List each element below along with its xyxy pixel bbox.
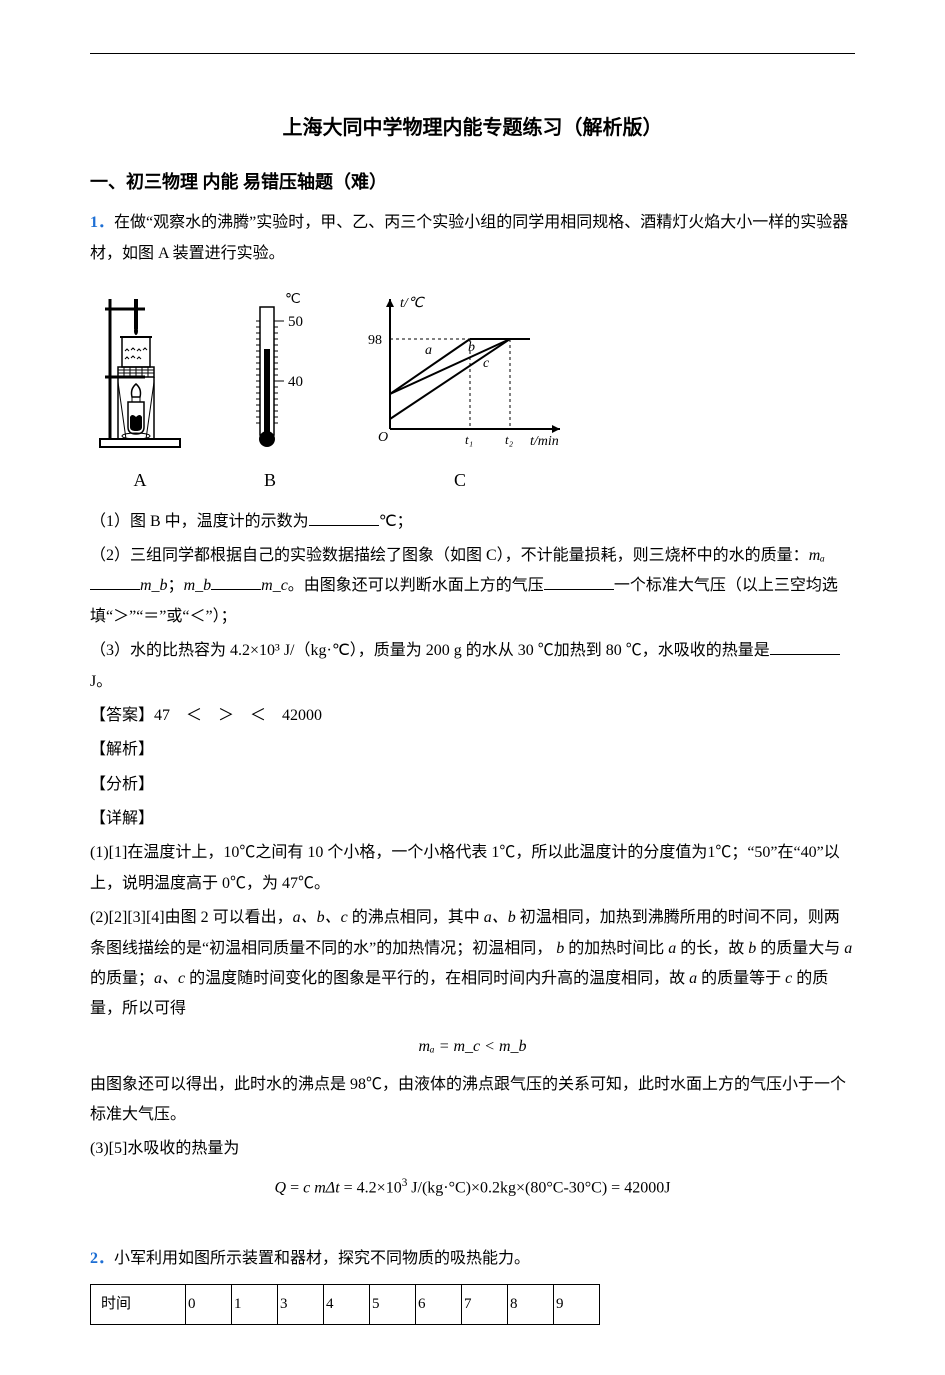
q1-detail-label: 【详解】: [90, 804, 855, 834]
q1-intro-text: 在做“观察水的沸腾”实验时，甲、乙、丙三个实验小组的同学用相同规格、酒精灯火焰大…: [90, 214, 848, 261]
chart-icon: t/℃ t/min O 98 a b c t₁ t₂: [350, 289, 570, 449]
blank2: [90, 574, 140, 590]
q1-intro: 1．在做“观察水的沸腾”实验时，甲、乙、丙三个实验小组的同学用相同规格、酒精灯火…: [90, 208, 855, 269]
line-b-label: b: [468, 340, 475, 355]
top-divider: [90, 53, 855, 54]
blank5: [770, 639, 840, 655]
figure-b: ℃: [230, 289, 310, 496]
figure-c: t/℃ t/min O 98 a b c t₁ t₂ C: [350, 289, 570, 496]
page-title: 上海大同中学物理内能专题练习（解析版）: [90, 110, 855, 146]
table-cell: 9: [554, 1285, 600, 1325]
formula1: mₐ = m_c < m_b: [90, 1033, 855, 1062]
figure-row: A ℃: [90, 289, 855, 496]
q1-answer: 【答案】47 ＜ ＞ ＜ 42000: [90, 701, 855, 731]
section-heading: 一、初三物理 内能 易错压轴题（难）: [90, 166, 855, 198]
figure-a: A: [90, 289, 190, 496]
t1-label: t₁: [465, 432, 473, 447]
y-axis-label: t/℃: [400, 296, 426, 311]
q1-detail3: 由图象还可以得出，此时水的沸点是 98℃，由液体的沸点跟气压的关系可知，此时水面…: [90, 1070, 855, 1131]
mark-40: 40: [288, 374, 303, 390]
boil-label: 98: [368, 333, 382, 348]
blank3: [211, 574, 261, 590]
figure-a-label: A: [134, 464, 147, 496]
q1-sub2: （2）三组同学都根据自己的实验数据描绘了图象（如图 C），不计能量损耗，则三烧杯…: [90, 541, 855, 632]
table-cell: 4: [324, 1285, 370, 1325]
line-c-label: c: [483, 356, 490, 371]
table-cell: 1: [232, 1285, 278, 1325]
q1-number: 1．: [90, 214, 114, 231]
q1-detail4: (3)[5]水吸收的热量为: [90, 1134, 855, 1164]
t2-label: t₂: [505, 432, 514, 447]
figure-c-label: C: [454, 464, 466, 496]
table-cell: 5: [370, 1285, 416, 1325]
mark-50: 50: [288, 314, 303, 330]
figure-b-label: B: [264, 464, 276, 496]
table-cell: 8: [508, 1285, 554, 1325]
line-a-label: a: [425, 343, 432, 358]
x-axis-label: t/min: [530, 434, 559, 449]
q1-fenxi-label: 【分析】: [90, 770, 855, 800]
apparatus-icon: [90, 289, 190, 449]
q1-sub3: （3）水的比热容为 4.2×10³ J/（kg·℃），质量为 200 g 的水从…: [90, 636, 855, 697]
q2-intro-text: 小军利用如图所示装置和器材，探究不同物质的吸热能力。: [114, 1250, 530, 1267]
table-row: 时间 0 1 3 4 5 6 7 8 9: [91, 1285, 600, 1325]
q2-number: 2．: [90, 1250, 114, 1267]
thermometer-icon: ℃: [230, 289, 310, 449]
q1-detail2: (2)[2][3][4]由图 2 可以看出，a、b、c 的沸点相同，其中 a、b…: [90, 903, 855, 1025]
table-header: 时间: [91, 1285, 186, 1325]
q1-sub1: （1）图 B 中，温度计的示数为℃；: [90, 507, 855, 537]
origin-label: O: [378, 430, 388, 445]
table-cell: 0: [186, 1285, 232, 1325]
table-cell: 3: [278, 1285, 324, 1325]
blank1: [309, 510, 379, 526]
table-cell: 6: [416, 1285, 462, 1325]
table-cell: 7: [462, 1285, 508, 1325]
formula2: Q = c mΔt = 4.2×103 J/(kg·°C)×0.2kg×(80°…: [90, 1173, 855, 1203]
q1-detail1: (1)[1]在温度计上，10℃之间有 10 个小格，一个小格代表 1℃，所以此温…: [90, 838, 855, 899]
data-table: 时间 0 1 3 4 5 6 7 8 9: [90, 1284, 600, 1325]
blank4: [544, 574, 614, 590]
q2-intro: 2．小军利用如图所示装置和器材，探究不同物质的吸热能力。: [90, 1244, 855, 1274]
unit-label: ℃: [285, 292, 301, 307]
q1-analysis-label: 【解析】: [90, 735, 855, 765]
